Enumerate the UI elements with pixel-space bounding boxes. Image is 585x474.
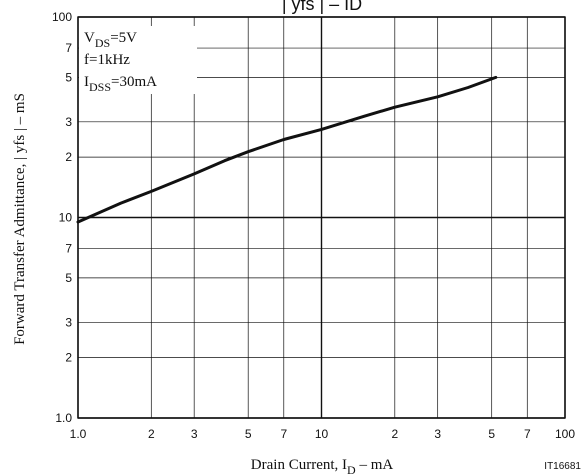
- x-tick-label: 7: [280, 427, 287, 441]
- y-tick-label: 3: [65, 115, 72, 129]
- x-tick-label: 5: [488, 427, 495, 441]
- chart-title: | yfs | – ID: [282, 0, 362, 14]
- y-tick-label: 2: [65, 351, 72, 365]
- condition-idss: IDSS=30mA: [84, 74, 157, 94]
- y-tick-labels: 1.0 2 3 5 7 10 2 3 5 7 100: [52, 10, 72, 425]
- condition-frequency: f=1kHz: [84, 52, 130, 68]
- x-tick-label: 3: [434, 427, 441, 441]
- figure-id: IT16681: [544, 461, 581, 472]
- y-tick-label: 7: [65, 41, 72, 55]
- x-tick-label: 10: [315, 427, 329, 441]
- y-tick-label: 7: [65, 242, 72, 256]
- x-axis-label: Drain Current, ID – mA: [251, 457, 394, 474]
- x-tick-label: 2: [391, 427, 398, 441]
- x-tick-labels: 1.0 2 3 5 7 10 2 3 5 7 100: [70, 427, 576, 441]
- x-tick-label: 1.0: [70, 427, 87, 441]
- series-line: [76, 75, 498, 224]
- y-tick-label: 2: [65, 150, 72, 164]
- y-tick-label: 100: [52, 10, 72, 24]
- conditions-box: [79, 26, 197, 94]
- x-tick-label: 3: [191, 427, 198, 441]
- x-tick-label: 7: [524, 427, 531, 441]
- y-tick-label: 5: [65, 70, 72, 84]
- y-tick-label: 1.0: [55, 411, 72, 425]
- y-tick-label: 5: [65, 271, 72, 285]
- y-axis-label: Forward Transfer Admittance, | yfs | – m…: [12, 93, 28, 345]
- condition-vds: VDS=5V: [84, 30, 137, 50]
- y-tick-label: 10: [59, 211, 73, 225]
- x-tick-label: 5: [245, 427, 252, 441]
- y-tick-label: 3: [65, 315, 72, 329]
- x-tick-label: 2: [148, 427, 155, 441]
- x-tick-label: 100: [555, 427, 575, 441]
- plot-frame: [77, 16, 566, 419]
